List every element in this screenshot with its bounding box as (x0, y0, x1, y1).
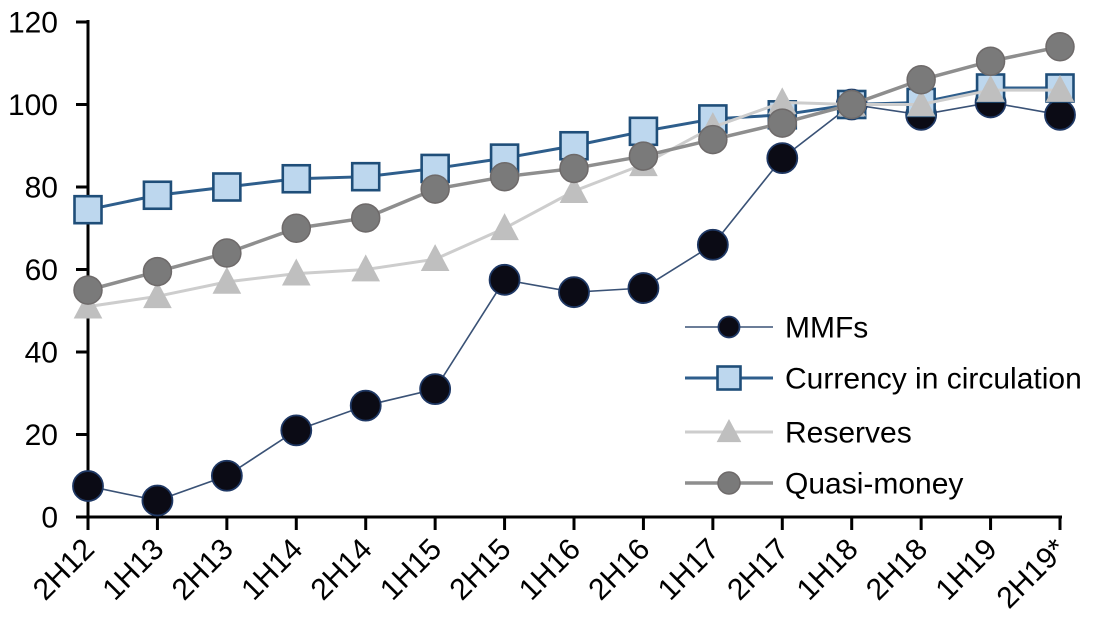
series-quasi-money-marker (1045, 32, 1075, 62)
series-mmfs-marker (280, 414, 313, 447)
series-mmfs-marker (627, 272, 660, 304)
legend-currency-in-circulation-marker (716, 365, 742, 391)
series-mmfs-marker (141, 484, 174, 517)
x-tick-label: 2H17 (721, 533, 795, 607)
series-quasi-money-marker (906, 65, 936, 95)
y-tick-label: 0 (41, 502, 58, 535)
series-reserves-marker (906, 89, 936, 117)
legend-quasi-money-marker (717, 471, 741, 495)
x-tick-label: 1H17 (652, 533, 726, 607)
series-mmfs-marker (419, 373, 452, 406)
series-reserves-marker (559, 176, 589, 203)
x-tick-label: 2H15 (443, 533, 517, 607)
legend-item-currency-in-circulation: Currency in circulation (685, 363, 1082, 396)
series-quasi-money-marker (212, 238, 242, 268)
series-quasi-money-marker (142, 256, 173, 287)
legend-mmfs-marker (717, 315, 741, 339)
x-tick-label: 1H13 (96, 533, 170, 607)
series-quasi-money-marker (975, 46, 1006, 76)
x-tick-label: 1H15 (374, 533, 448, 607)
series-quasi-money-marker (489, 161, 520, 192)
x-tick-label: 1H18 (791, 533, 865, 607)
series-quasi-money-marker (628, 141, 659, 171)
y-tick-label: 20 (25, 419, 58, 452)
legend-label: Currency in circulation (785, 363, 1082, 396)
y-tick-label: 100 (8, 89, 58, 122)
series-quasi-money-marker (73, 275, 103, 305)
series-quasi-money-marker (281, 213, 312, 243)
x-tick-label: 1H14 (235, 533, 309, 607)
series-reserves-marker (281, 258, 311, 286)
series-quasi-money-marker (420, 174, 450, 204)
series-mmfs-marker (1044, 98, 1076, 131)
series-quasi-money (73, 32, 1075, 305)
y-tick-label: 40 (25, 337, 58, 370)
series-quasi-money-marker (698, 124, 728, 155)
series-mmfs-marker (696, 228, 729, 261)
series-reserves-marker (490, 213, 519, 241)
x-tick-label: 1H16 (513, 533, 587, 607)
series-quasi-money-marker (767, 108, 798, 138)
x-tick-label: 2H19* (991, 532, 1074, 615)
legend-label: Reserves (785, 417, 912, 450)
series-mmfs-marker (349, 389, 382, 422)
series-currency-in-circulation-marker (212, 172, 242, 202)
legend: MMFs Currency in circulation Reserves Quasi… (685, 312, 1082, 501)
series-mmfs-marker (72, 470, 104, 502)
legend-item-reserves: Reserves (685, 417, 912, 450)
x-tick-label: 2H13 (166, 533, 240, 607)
series-quasi-money-marker (836, 89, 867, 120)
legend-reserves-marker (716, 418, 742, 443)
series-reserves-marker (143, 281, 172, 309)
x-tick-label: 2H12 (27, 533, 101, 607)
series-mmfs-marker (210, 459, 243, 492)
series-currency-in-circulation-marker (628, 116, 659, 147)
series-reserves-marker (73, 291, 103, 319)
legend-label: MMFs (785, 312, 868, 345)
legend-item-mmfs: MMFs (685, 312, 868, 345)
y-tick-label: 80 (25, 172, 58, 205)
series-mmfs-marker (488, 263, 521, 296)
series-quasi-money-marker (350, 203, 381, 233)
series-quasi-money-marker (559, 153, 589, 184)
series-currency-in-circulation-marker (350, 161, 381, 192)
series-reserves-marker (976, 74, 1005, 102)
series-currency-in-circulation-marker (281, 163, 312, 194)
y-tick-label: 60 (25, 254, 58, 287)
series-mmfs-marker (558, 276, 590, 309)
x-tick-label: 2H14 (305, 533, 379, 607)
legend-item-quasi-money: Quasi-money (685, 468, 963, 501)
series-mmfs-marker (766, 142, 799, 175)
legend-label: Quasi-money (785, 468, 963, 501)
x-tick-label: 2H16 (582, 533, 656, 607)
x-tick-label: 1H19 (929, 533, 1003, 607)
series-reserves-marker (212, 266, 242, 294)
x-tick-label: 2H18 (860, 533, 934, 607)
series-reserves-marker (351, 254, 381, 282)
series-currency-in-circulation-marker (142, 180, 173, 211)
series-currency-in-circulation-marker (73, 194, 103, 225)
series-reserves-marker (1045, 74, 1075, 102)
series-reserves-marker (420, 244, 450, 272)
y-tick-label: 120 (8, 7, 58, 40)
